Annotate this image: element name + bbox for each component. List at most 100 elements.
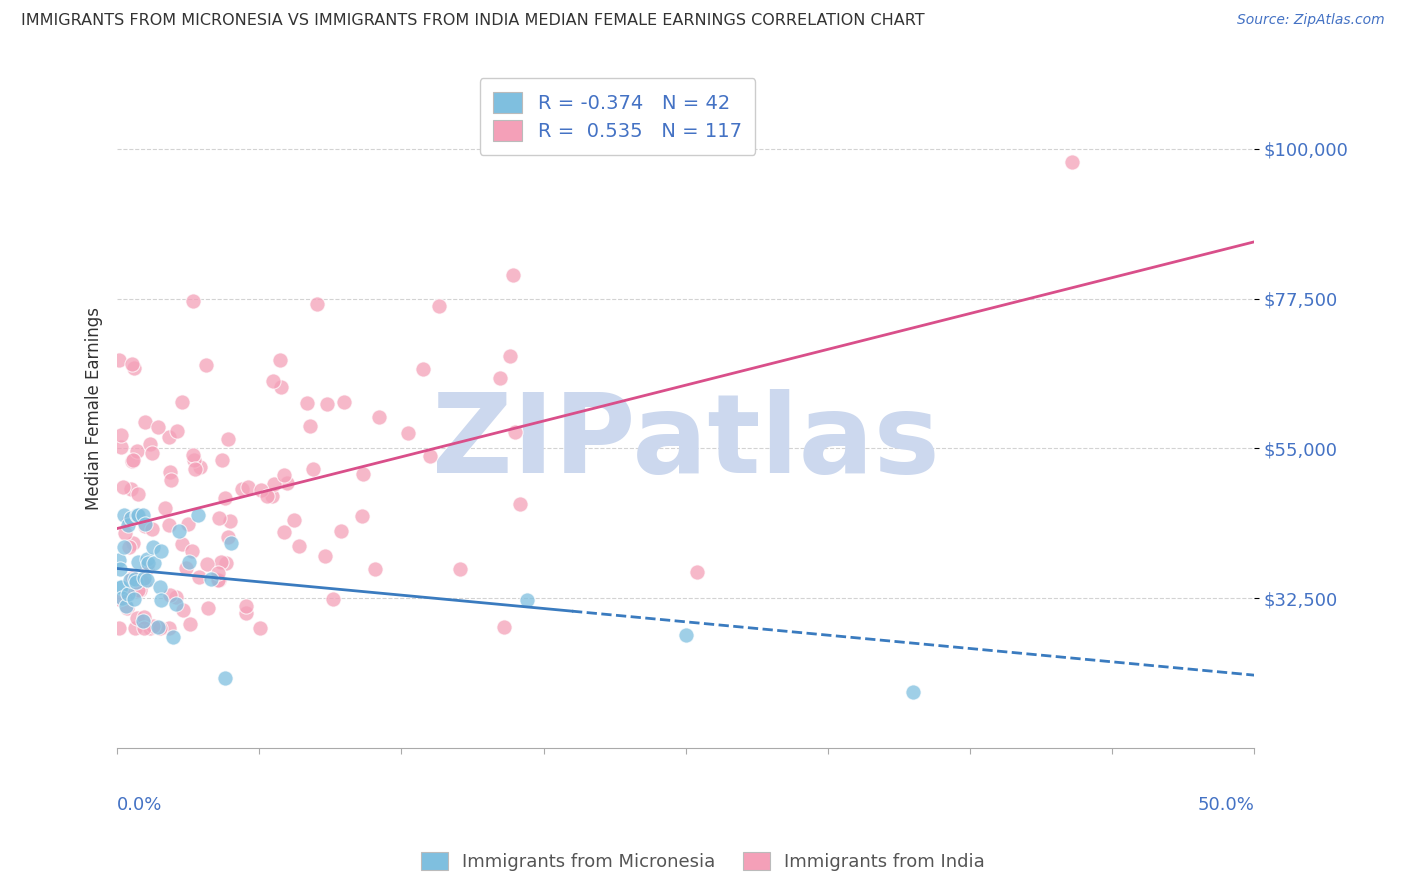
Point bbox=[287, 540, 309, 554]
Point bbox=[111, 480, 134, 494]
Point bbox=[160, 473, 183, 487]
Point bbox=[412, 362, 434, 376]
Point bbox=[183, 453, 205, 467]
Point bbox=[129, 583, 152, 598]
Point bbox=[675, 628, 697, 642]
Point bbox=[235, 607, 257, 621]
Point bbox=[114, 525, 136, 540]
Point bbox=[396, 425, 419, 440]
Point bbox=[181, 293, 204, 308]
Point bbox=[122, 535, 145, 549]
Point bbox=[121, 571, 143, 585]
Point bbox=[315, 397, 337, 411]
Point bbox=[194, 358, 217, 372]
Point bbox=[172, 603, 194, 617]
Point bbox=[121, 357, 143, 371]
Point bbox=[134, 519, 156, 533]
Point bbox=[117, 517, 139, 532]
Point bbox=[142, 556, 165, 570]
Point bbox=[146, 619, 169, 633]
Point bbox=[177, 516, 200, 531]
Point bbox=[159, 465, 181, 479]
Point bbox=[333, 395, 356, 409]
Point bbox=[132, 622, 155, 636]
Point bbox=[108, 591, 131, 606]
Point bbox=[132, 610, 155, 624]
Point bbox=[169, 524, 191, 538]
Point bbox=[127, 508, 149, 523]
Point bbox=[270, 380, 292, 394]
Point bbox=[181, 544, 204, 558]
Point bbox=[901, 685, 924, 699]
Text: IMMIGRANTS FROM MICRONESIA VS IMMIGRANTS FROM INDIA MEDIAN FEMALE EARNINGS CORRE: IMMIGRANTS FROM MICRONESIA VS IMMIGRANTS… bbox=[21, 13, 925, 29]
Point bbox=[181, 448, 204, 462]
Point bbox=[132, 614, 155, 628]
Point bbox=[262, 375, 284, 389]
Point bbox=[187, 570, 209, 584]
Point bbox=[157, 622, 180, 636]
Point bbox=[139, 622, 162, 636]
Point bbox=[122, 591, 145, 606]
Point bbox=[492, 620, 515, 634]
Point bbox=[132, 574, 155, 589]
Point bbox=[150, 544, 173, 558]
Point bbox=[217, 530, 239, 544]
Point bbox=[195, 557, 218, 571]
Point bbox=[686, 565, 709, 579]
Text: 0.0%: 0.0% bbox=[117, 796, 163, 814]
Point bbox=[235, 599, 257, 613]
Point bbox=[157, 430, 180, 444]
Point bbox=[314, 549, 336, 563]
Point bbox=[136, 556, 159, 570]
Point bbox=[150, 592, 173, 607]
Point bbox=[108, 580, 131, 594]
Point bbox=[219, 514, 242, 528]
Point bbox=[122, 361, 145, 376]
Point bbox=[1062, 154, 1084, 169]
Point bbox=[135, 561, 157, 575]
Point bbox=[112, 508, 135, 523]
Point bbox=[503, 425, 526, 439]
Point bbox=[165, 590, 187, 604]
Point bbox=[166, 424, 188, 438]
Point bbox=[329, 524, 352, 538]
Point bbox=[174, 561, 197, 575]
Text: Source: ZipAtlas.com: Source: ZipAtlas.com bbox=[1237, 13, 1385, 28]
Point bbox=[350, 508, 373, 523]
Point bbox=[172, 394, 194, 409]
Point bbox=[187, 508, 209, 523]
Point bbox=[110, 580, 132, 594]
Point bbox=[322, 591, 344, 606]
Point bbox=[127, 555, 149, 569]
Point bbox=[127, 583, 149, 598]
Point bbox=[142, 540, 165, 554]
Point bbox=[509, 498, 531, 512]
Point bbox=[108, 622, 131, 636]
Y-axis label: Median Female Earnings: Median Female Earnings bbox=[86, 307, 103, 510]
Legend: Immigrants from Micronesia, Immigrants from India: Immigrants from Micronesia, Immigrants f… bbox=[413, 846, 993, 879]
Point bbox=[120, 511, 142, 525]
Point bbox=[273, 524, 295, 539]
Point bbox=[134, 516, 156, 531]
Point bbox=[217, 432, 239, 446]
Point bbox=[115, 599, 138, 613]
Point bbox=[111, 591, 134, 605]
Point bbox=[108, 353, 131, 368]
Point bbox=[121, 454, 143, 468]
Point bbox=[207, 574, 229, 588]
Point bbox=[118, 573, 141, 587]
Point bbox=[165, 597, 187, 611]
Point bbox=[124, 572, 146, 586]
Point bbox=[215, 556, 238, 570]
Point bbox=[184, 461, 207, 475]
Point bbox=[124, 574, 146, 589]
Point bbox=[449, 562, 471, 576]
Point bbox=[200, 572, 222, 586]
Point bbox=[249, 622, 271, 636]
Point bbox=[125, 610, 148, 624]
Point bbox=[131, 508, 153, 523]
Point bbox=[188, 460, 211, 475]
Point bbox=[197, 600, 219, 615]
Point bbox=[214, 671, 236, 685]
Point bbox=[263, 477, 285, 491]
